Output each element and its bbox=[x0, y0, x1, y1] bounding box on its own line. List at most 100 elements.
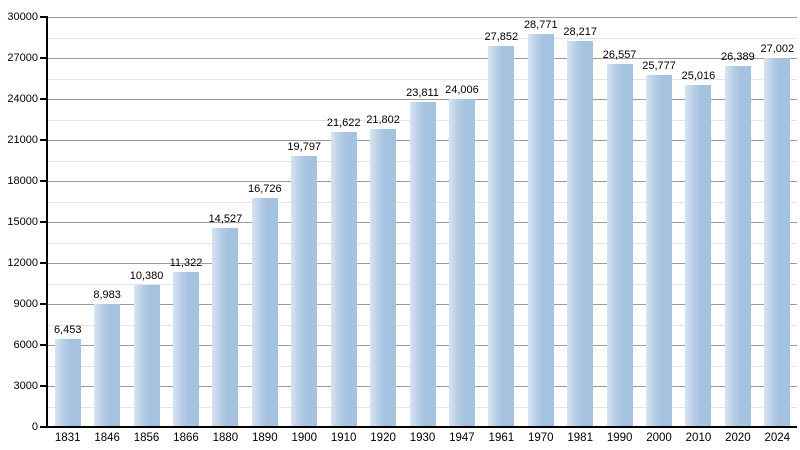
bar-1910 bbox=[330, 131, 357, 427]
y-tick-mark bbox=[40, 221, 46, 223]
x-tick-label: 1910 bbox=[330, 432, 357, 444]
y-tick-mark bbox=[40, 98, 46, 100]
bar-value-label: 6,453 bbox=[53, 323, 82, 336]
gridline-major bbox=[48, 58, 797, 59]
y-tick-label: 15000 bbox=[7, 216, 38, 228]
bar-value-label: 26,557 bbox=[602, 49, 637, 62]
x-tick-label: 2024 bbox=[764, 432, 791, 444]
bar-value-label: 28,217 bbox=[563, 26, 598, 39]
bar-value-label: 14,527 bbox=[208, 213, 243, 226]
bar-value-label: 21,802 bbox=[366, 114, 400, 127]
bar-1930 bbox=[409, 101, 436, 427]
gridline-minor bbox=[48, 37, 797, 39]
bar-2024 bbox=[764, 57, 791, 427]
bar-value-label: 19,797 bbox=[287, 141, 322, 154]
gridline-major bbox=[48, 99, 797, 100]
y-tick-label: 3000 bbox=[13, 380, 38, 392]
y-tick-mark bbox=[40, 385, 46, 387]
bar-1846 bbox=[94, 304, 121, 427]
bar-value-label: 21,622 bbox=[326, 116, 361, 129]
y-tick-label: 24000 bbox=[7, 93, 38, 105]
bar-1900 bbox=[291, 156, 318, 427]
x-tick-label: 2000 bbox=[646, 432, 672, 444]
bar-value-label: 11,322 bbox=[169, 257, 203, 270]
y-axis-labels: 0 3000 6000 9000 12000 15000 18000 21000 24000 27… bbox=[0, 11, 38, 433]
bar-slot: 6,453 bbox=[48, 17, 87, 427]
y-tick-mark bbox=[40, 180, 46, 182]
bar-slot: 8,983 bbox=[87, 17, 126, 427]
gridline-minor bbox=[48, 78, 797, 80]
y-tick-mark bbox=[40, 262, 46, 264]
x-tick-label: 1947 bbox=[449, 432, 475, 444]
x-tick-label: 1970 bbox=[527, 432, 554, 444]
x-tick-label: 1930 bbox=[409, 432, 436, 444]
y-tick-mark bbox=[40, 57, 46, 59]
bar-slot: 27,002 bbox=[758, 17, 797, 427]
bar-1990 bbox=[606, 64, 633, 427]
y-tick-mark bbox=[40, 426, 46, 428]
bars-layer: 6,453 8,983 10,380 11,322 14,527 16,726 19,797… bbox=[48, 17, 797, 427]
bar-1880 bbox=[212, 228, 239, 427]
y-axis-line bbox=[46, 16, 48, 428]
bar-slot: 16,726 bbox=[245, 17, 284, 427]
x-tick-label: 2020 bbox=[725, 432, 751, 444]
bar-slot: 21,802 bbox=[363, 17, 402, 427]
bar-1831 bbox=[54, 338, 81, 427]
bar-slot: 11,322 bbox=[166, 17, 205, 427]
bar-slot: 14,527 bbox=[206, 17, 245, 427]
y-tick-label: 27000 bbox=[7, 52, 38, 64]
bar-1890 bbox=[251, 198, 278, 427]
bar-1866 bbox=[172, 272, 199, 427]
x-tick-label: 1866 bbox=[173, 432, 199, 444]
bar-slot: 21,622 bbox=[324, 17, 363, 427]
bar-value-label: 25,777 bbox=[642, 59, 676, 72]
bar-2020 bbox=[724, 66, 751, 427]
x-tick-label: 1880 bbox=[212, 432, 239, 444]
y-tick-mark bbox=[40, 16, 46, 18]
x-axis-labels: 1831 1846 1856 1866 1880 1890 1900 1910 1920 1930… bbox=[48, 431, 797, 447]
bar-2000 bbox=[646, 74, 673, 427]
bar-slot: 27,852 bbox=[482, 17, 521, 427]
y-tick-mark bbox=[40, 303, 46, 305]
bar-1970 bbox=[527, 33, 554, 427]
x-tick-label: 1961 bbox=[488, 432, 515, 444]
bar-slot: 26,557 bbox=[600, 17, 639, 427]
y-tick-mark bbox=[40, 139, 46, 141]
bar-value-label: 27,002 bbox=[760, 42, 795, 55]
bar-value-label: 28,771 bbox=[523, 18, 558, 31]
bar-1947 bbox=[448, 98, 475, 427]
x-tick-label: 1856 bbox=[133, 432, 160, 444]
x-tick-label: 2010 bbox=[685, 432, 712, 444]
bar-1856 bbox=[133, 285, 160, 427]
y-axis-ticks bbox=[40, 16, 46, 428]
x-tick-label: 1990 bbox=[606, 432, 633, 444]
x-tick-label: 1981 bbox=[567, 432, 593, 444]
bar-slot: 25,777 bbox=[639, 17, 678, 427]
y-tick-label: 18000 bbox=[7, 175, 38, 187]
y-tick-label: 12000 bbox=[7, 257, 38, 269]
bar-value-label: 24,006 bbox=[445, 83, 479, 96]
bar-slot: 23,811 bbox=[403, 17, 442, 427]
bar-slot: 28,771 bbox=[521, 17, 560, 427]
x-tick-label: 1831 bbox=[54, 432, 81, 444]
y-tick-label: 6000 bbox=[13, 339, 38, 351]
x-tick-label: 1846 bbox=[94, 432, 120, 444]
bar-value-label: 23,811 bbox=[406, 86, 439, 99]
bar-1920 bbox=[370, 129, 397, 427]
bar-slot: 25,016 bbox=[679, 17, 718, 427]
bar-value-label: 26,389 bbox=[721, 51, 755, 64]
bar-1961 bbox=[488, 46, 515, 427]
bar-value-label: 16,726 bbox=[247, 183, 282, 196]
x-tick-label: 1900 bbox=[291, 432, 318, 444]
bar-slot: 24,006 bbox=[442, 17, 481, 427]
gridline-major bbox=[48, 17, 797, 18]
bar-slot: 10,380 bbox=[127, 17, 166, 427]
x-tick-label: 1890 bbox=[252, 432, 278, 444]
bar-1981 bbox=[567, 41, 594, 427]
bar-value-label: 25,016 bbox=[681, 70, 716, 83]
bar-slot: 19,797 bbox=[285, 17, 324, 427]
y-tick-label: 9000 bbox=[13, 298, 38, 310]
x-axis-line bbox=[46, 426, 797, 428]
y-tick-mark bbox=[40, 344, 46, 346]
